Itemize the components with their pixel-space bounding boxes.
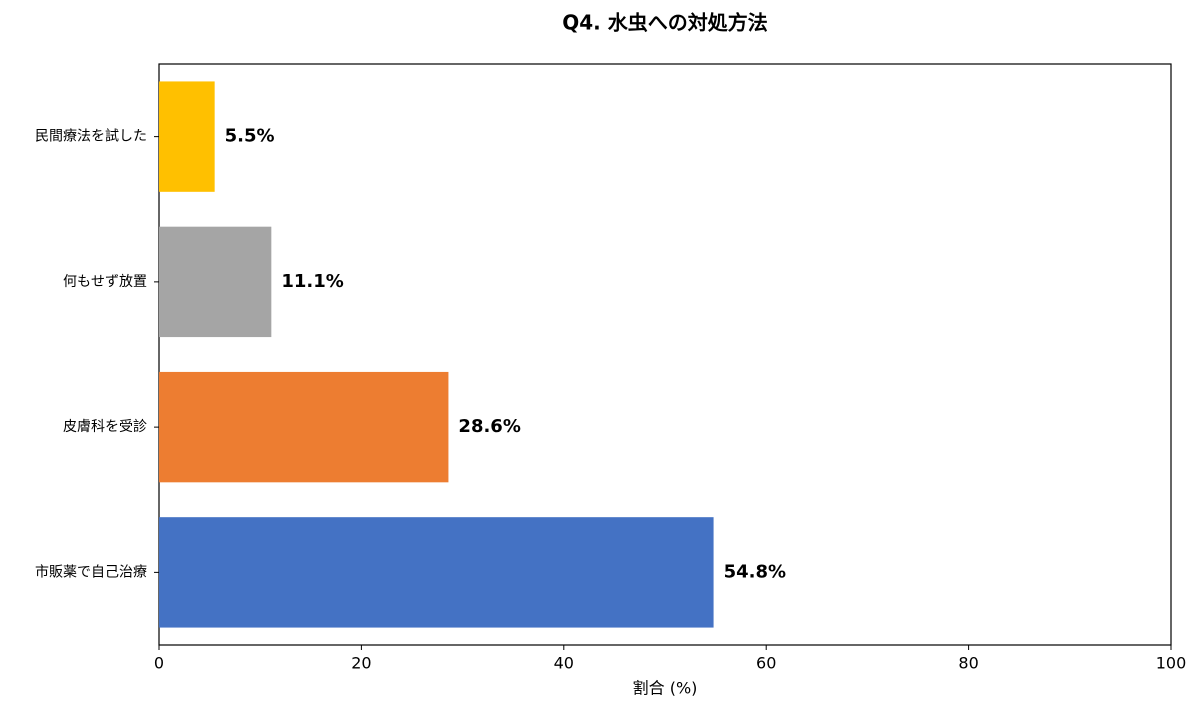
value-label: 5.5% xyxy=(225,126,275,147)
x-tick-label: 20 xyxy=(351,654,371,673)
x-tick-label: 100 xyxy=(1156,654,1187,673)
x-tick-label: 40 xyxy=(554,654,574,673)
bar xyxy=(159,517,714,628)
chart-title: Q4. 水虫への対処方法 xyxy=(562,11,767,35)
bar xyxy=(159,226,272,338)
x-axis-label: 割合 (%) xyxy=(633,679,698,698)
x-tick-label: 60 xyxy=(756,654,776,673)
y-tick-label: 皮膚科を受診 xyxy=(63,419,147,435)
x-tick-label: 0 xyxy=(154,654,164,673)
value-label: 54.8% xyxy=(724,561,786,582)
plot-frame xyxy=(158,63,1172,646)
bar xyxy=(159,371,449,483)
bar xyxy=(159,81,215,192)
value-label: 11.1% xyxy=(281,271,343,292)
x-tick-label: 80 xyxy=(958,654,978,673)
y-tick-label: 民間療法を試した xyxy=(35,128,147,145)
y-tick-label: 市販薬で自己治療 xyxy=(35,563,147,580)
value-label: 28.6% xyxy=(458,416,520,437)
y-tick-label: 何もせず放置 xyxy=(63,274,147,290)
